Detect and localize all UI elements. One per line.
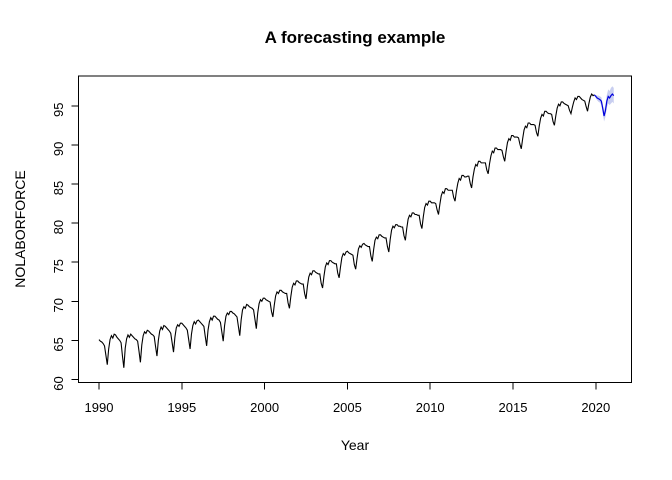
y-tick-label: 60 (51, 376, 66, 390)
x-tick-label: 1990 (85, 400, 114, 415)
x-axis-label: Year (341, 437, 370, 453)
plot-box (78, 75, 632, 383)
chart-title: A forecasting example (265, 28, 446, 47)
y-tick-label: 80 (51, 220, 66, 234)
y-tick-label: 70 (51, 298, 66, 312)
y-tick-label: 85 (51, 181, 66, 195)
y-tick-label: 90 (51, 142, 66, 156)
observed-series-line (98, 93, 595, 368)
y-tick-label: 95 (51, 103, 66, 117)
y-tick-label: 65 (51, 337, 66, 351)
x-tick-label: 2005 (333, 400, 362, 415)
x-tick-label: 1995 (167, 400, 196, 415)
x-tick-label: 2020 (581, 400, 610, 415)
x-tick-label: 2010 (416, 400, 445, 415)
forecast-confidence-band (595, 86, 614, 122)
x-tick-label: 2000 (250, 400, 279, 415)
x-tick-label: 2015 (499, 400, 528, 415)
y-tick-label: 75 (51, 259, 66, 273)
y-axis-label: NOLABORFORCE (12, 170, 28, 287)
forecast-mean-line (593, 93, 615, 117)
